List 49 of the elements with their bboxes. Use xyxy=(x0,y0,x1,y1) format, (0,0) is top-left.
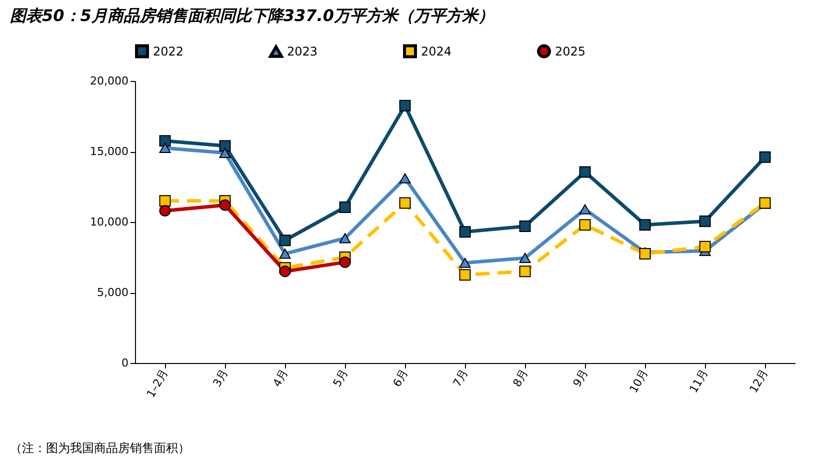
point xyxy=(699,240,711,252)
point xyxy=(159,204,171,216)
point xyxy=(579,219,591,231)
point xyxy=(159,142,171,154)
x-tick-label: 9月 xyxy=(570,367,591,390)
x-tick-label: 4月 xyxy=(270,367,291,390)
point xyxy=(759,151,771,163)
legend-label: 2024 xyxy=(421,44,452,58)
y-tick-label: 0 xyxy=(122,356,128,370)
legend-label: 2025 xyxy=(555,44,586,58)
point xyxy=(399,173,411,184)
point xyxy=(459,269,471,281)
point xyxy=(339,233,351,244)
point xyxy=(339,201,351,213)
y-tick-label: 10,000 xyxy=(90,216,128,228)
legend-label: 2022 xyxy=(153,44,184,58)
point xyxy=(279,266,291,278)
x-tick-label: 6月 xyxy=(390,367,411,390)
point xyxy=(159,195,171,207)
x-tick-label: 11月 xyxy=(686,367,711,396)
legend-label: 2023 xyxy=(287,44,318,59)
point xyxy=(219,148,231,158)
point xyxy=(399,197,411,209)
x-tick-label: 12月 xyxy=(746,367,771,396)
y-tick-label: 15,000 xyxy=(90,145,128,158)
x-tick-label: 5月 xyxy=(330,367,351,390)
point xyxy=(399,100,411,112)
point xyxy=(459,258,471,268)
x-tick-label: 8月 xyxy=(510,367,531,390)
point xyxy=(639,219,651,231)
x-tick-label: 1–2月 xyxy=(144,367,171,400)
point xyxy=(459,226,471,238)
point xyxy=(519,252,531,263)
point xyxy=(279,248,291,259)
point xyxy=(699,216,711,228)
text: （注：图为我国商品房销售面积） xyxy=(10,441,190,455)
point xyxy=(579,166,591,178)
y-tick-label: 20,000 xyxy=(90,74,128,88)
point xyxy=(219,199,231,211)
x-tick-label: 3月 xyxy=(210,367,231,390)
chart-title: 图表50：5月商品房销售面积同比下降337.0万平方米（万平方米） xyxy=(10,6,494,25)
x-tick-label: 7月 xyxy=(450,367,471,390)
point xyxy=(339,256,351,268)
point xyxy=(519,266,531,278)
point xyxy=(579,204,591,214)
y-tick-label: 5,000 xyxy=(97,286,128,299)
point xyxy=(519,220,531,232)
point xyxy=(279,234,291,246)
x-tick-label: 10月 xyxy=(626,367,651,396)
